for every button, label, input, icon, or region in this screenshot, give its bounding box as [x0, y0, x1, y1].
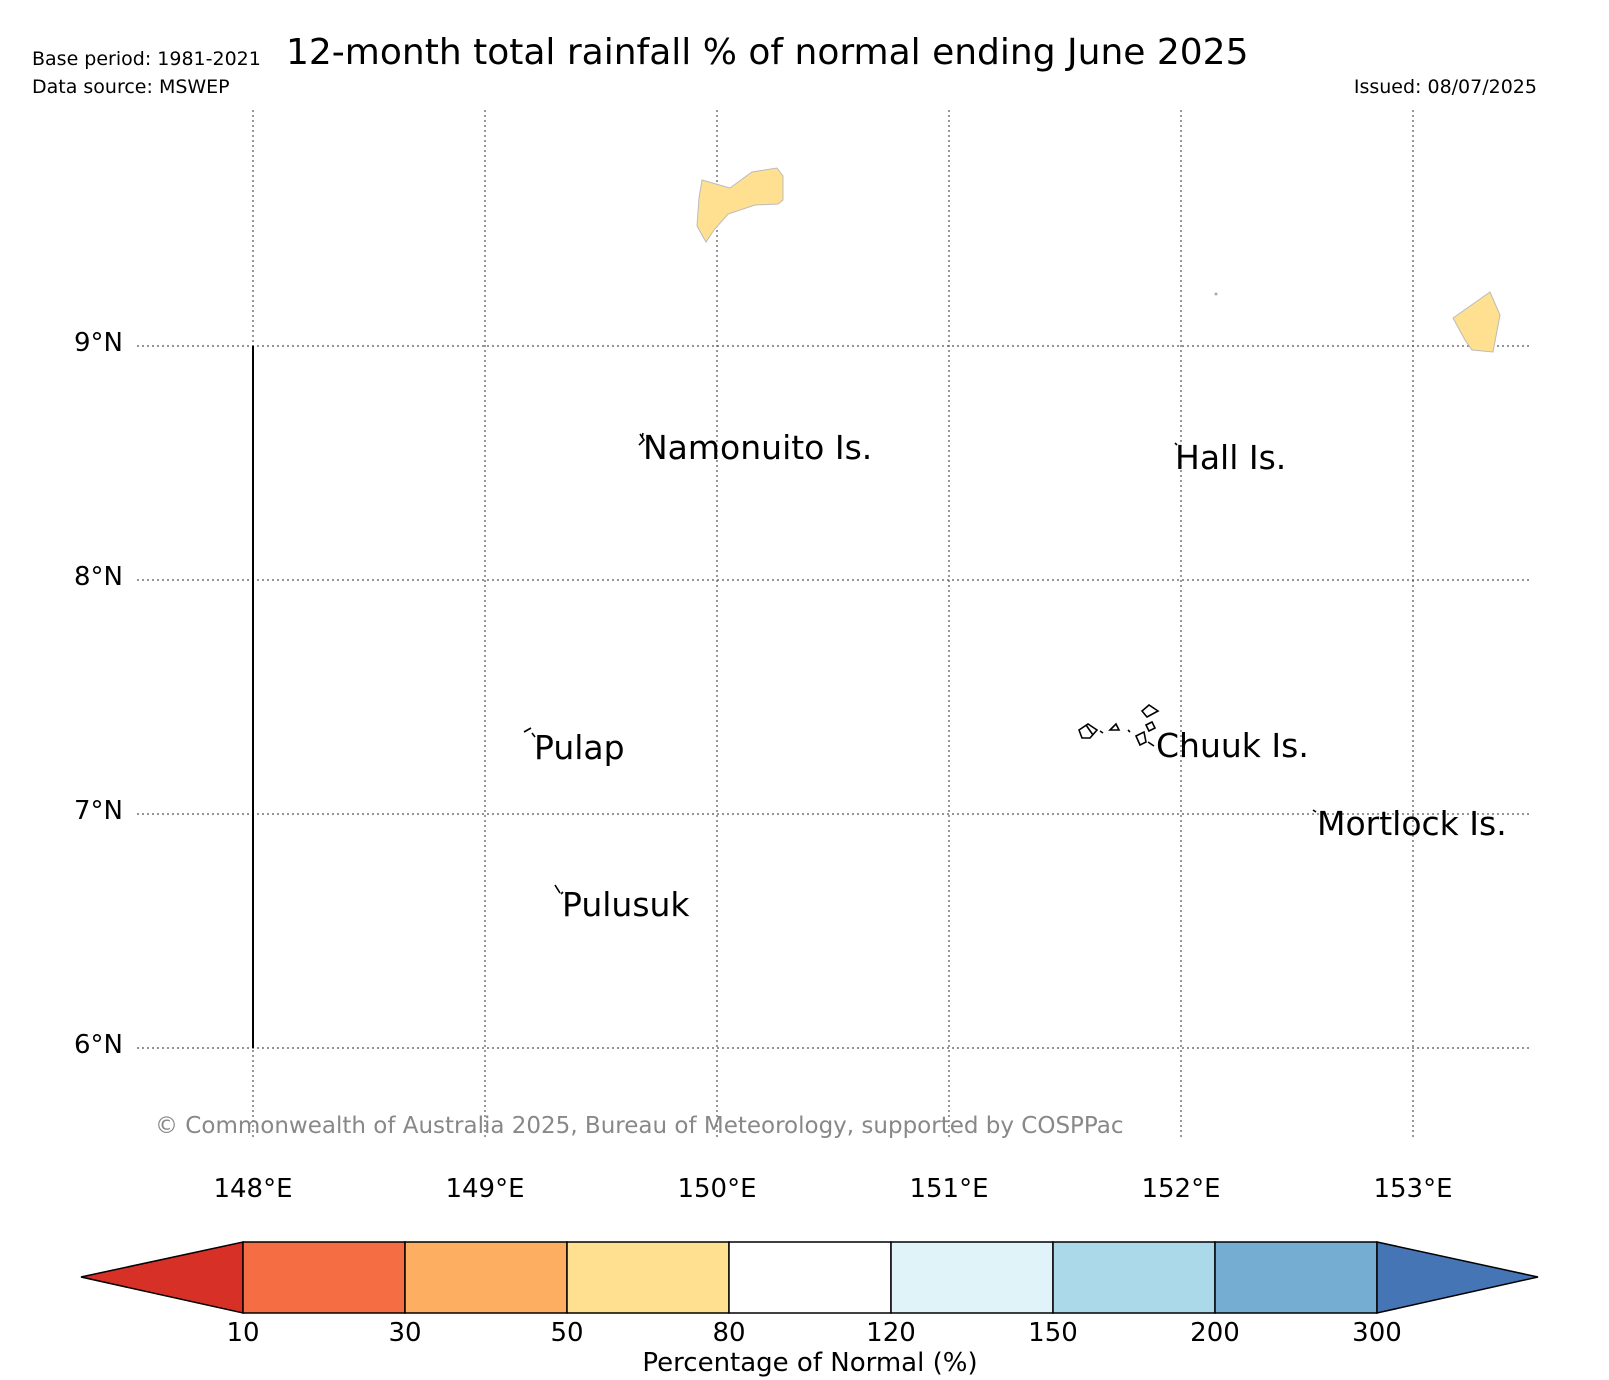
- place-label-hall: Hall Is.: [1175, 438, 1287, 477]
- base-period: Base period: 1981-2021: [32, 48, 261, 70]
- colorbar-label-10: 10: [226, 1318, 260, 1348]
- lon-tick-152: 152°E: [1141, 1174, 1221, 1204]
- colorbar-segment-50-80: [566, 1241, 730, 1314]
- colorbar-label-150: 150: [1028, 1318, 1078, 1348]
- colorbar-label-80: 80: [712, 1318, 746, 1348]
- colorbar-segment-80-120: [728, 1241, 892, 1314]
- data-source: Data source: MSWEP: [32, 76, 230, 98]
- colorbar-segment-200-300: [1214, 1241, 1378, 1314]
- rainfall-area-north: [696, 167, 784, 243]
- colorbar-label-50: 50: [550, 1318, 584, 1348]
- map-title: 12-month total rainfall % of normal endi…: [286, 32, 1249, 73]
- namonuito-island-shape: [638, 432, 646, 446]
- graticule: [137, 110, 1530, 1140]
- colorbar-segment-120-150: [890, 1241, 1054, 1314]
- copyright-notice: © Commonwealth of Australia 2025, Bureau…: [155, 1113, 1124, 1139]
- colorbar-title: Percentage of Normal (%): [642, 1348, 978, 1378]
- chuuk-island-shape-1: [1078, 723, 1099, 739]
- rainfall-area-northeast: [1452, 291, 1501, 353]
- pulusuk-island-shape: [554, 884, 564, 895]
- pulap-island-shape: [523, 727, 536, 738]
- colorbar-label-300: 300: [1352, 1318, 1402, 1348]
- lat-tick-8: 8°N: [74, 562, 123, 592]
- hall-island-shape: [1174, 442, 1178, 446]
- place-label-chuuk: Chuuk Is.: [1156, 726, 1309, 765]
- lon-tick-150: 150°E: [677, 1174, 757, 1204]
- colorbar-label-120: 120: [866, 1318, 916, 1348]
- chuuk-island-shape-7: [1147, 741, 1155, 747]
- colorbar-segment-30-50: [404, 1241, 568, 1314]
- mortlock-island-shape: [1312, 809, 1317, 813]
- chuuk-island-shape-6: [1144, 720, 1157, 733]
- lon-tick-148: 148°E: [213, 1174, 293, 1204]
- colorbar-segment-10-30: [242, 1241, 406, 1314]
- chuuk-island-shape-9: [1127, 729, 1131, 733]
- lat-tick-6: 6°N: [74, 1030, 123, 1060]
- colorbar: [80, 1241, 1539, 1314]
- colorbar-label-30: 30: [388, 1318, 422, 1348]
- chuuk-island-shape-4: [1134, 730, 1147, 747]
- lon-tick-151: 151°E: [909, 1174, 989, 1204]
- colorbar-extend-low: [80, 1241, 244, 1314]
- lat-tick-9: 9°N: [74, 328, 123, 358]
- small-island-dot: [1214, 292, 1218, 296]
- lat-tick-7: 7°N: [74, 796, 123, 826]
- islands: [523, 432, 1317, 895]
- place-label-pulap: Pulap: [534, 728, 625, 767]
- chuuk-island-shape-8: [1099, 730, 1104, 734]
- place-label-pulusuk: Pulusuk: [562, 885, 690, 924]
- lon-tick-149: 149°E: [445, 1174, 525, 1204]
- chuuk-island-shape-3: [1108, 722, 1121, 731]
- place-label-mortlock: Mortlock Is.: [1317, 804, 1507, 843]
- colorbar-segment-150-200: [1052, 1241, 1216, 1314]
- chuuk-island-shape-2: [1085, 724, 1094, 736]
- colorbar-extend-high: [1376, 1241, 1539, 1314]
- chuuk-island-shape-5: [1140, 703, 1160, 719]
- place-label-namonuito: Namonuito Is.: [643, 428, 873, 467]
- lon-tick-153: 153°E: [1373, 1174, 1453, 1204]
- issued-date: Issued: 08/07/2025: [1353, 76, 1537, 98]
- colorbar-label-200: 200: [1190, 1318, 1240, 1348]
